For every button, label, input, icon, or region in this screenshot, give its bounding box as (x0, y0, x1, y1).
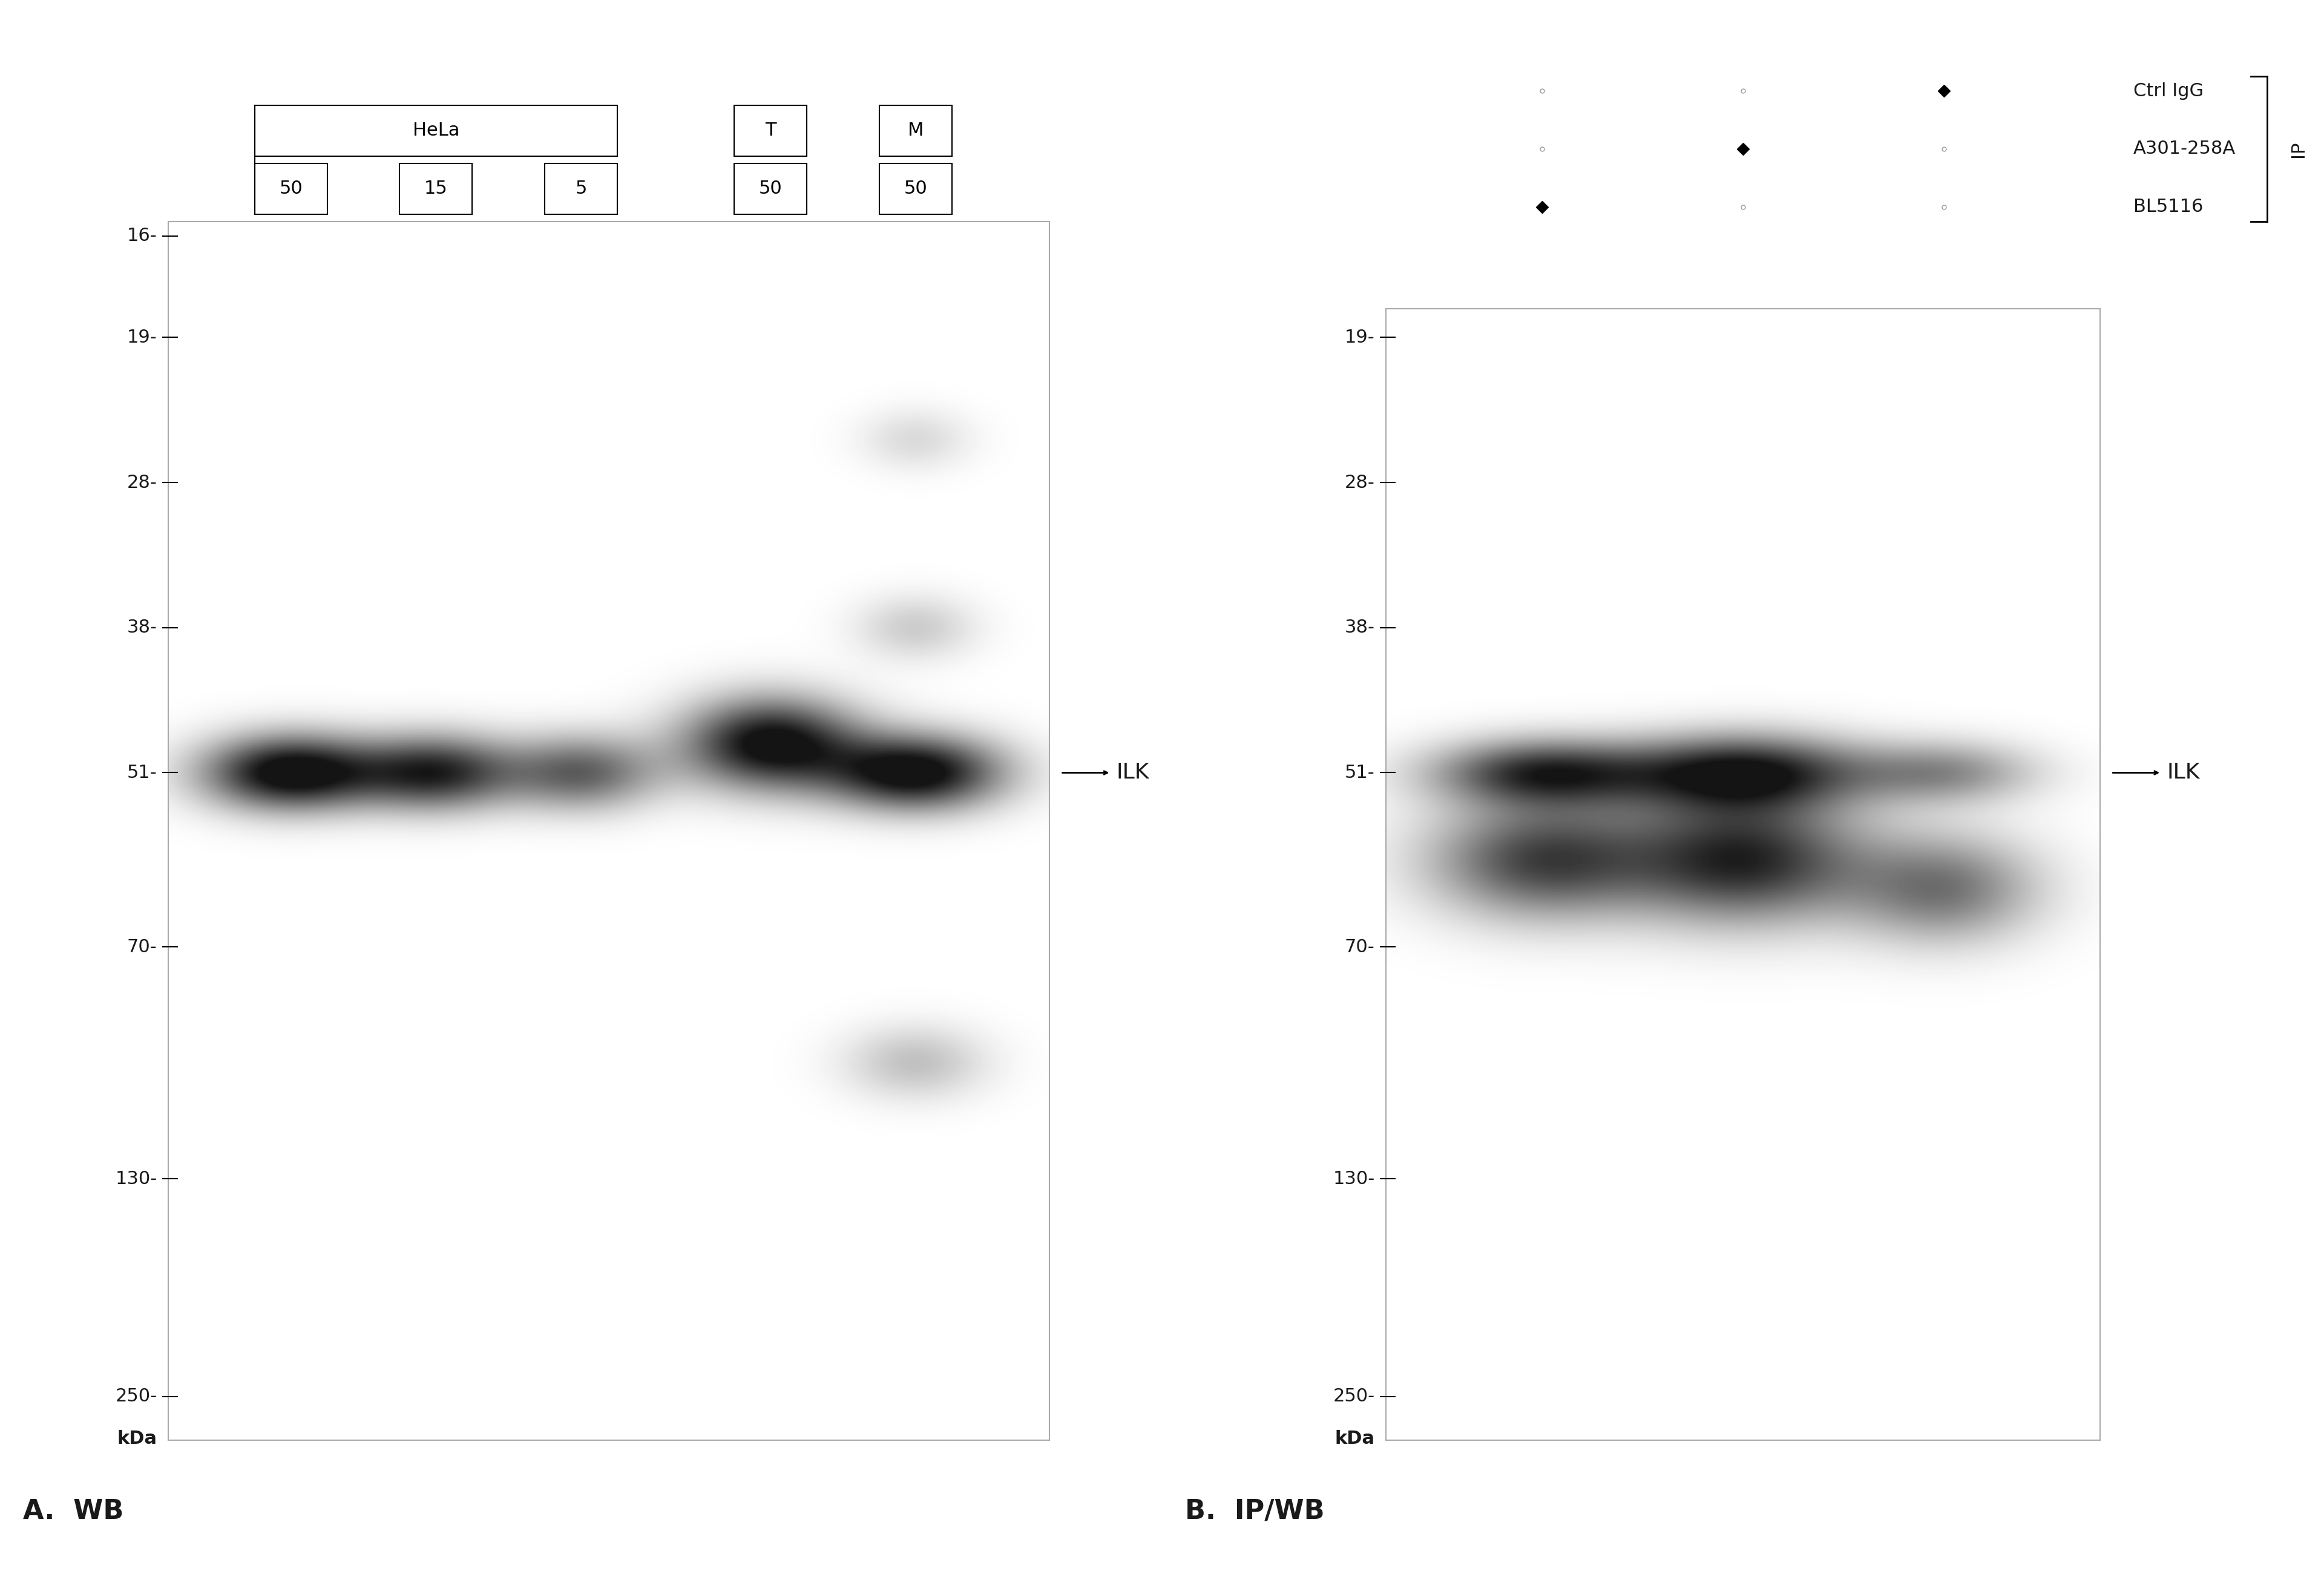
Text: 51-: 51- (128, 763, 158, 782)
Text: 50: 50 (904, 180, 927, 197)
Text: 5: 5 (574, 180, 588, 197)
Text: B.  IP/WB: B. IP/WB (1185, 1498, 1325, 1525)
Bar (256, 106, 618, 156)
Text: T: T (765, 121, 776, 139)
Text: 70-: 70- (128, 938, 158, 956)
Bar (878, 106, 953, 156)
Bar (167, 221, 1050, 1440)
Bar (256, 164, 328, 214)
Text: HeLa: HeLa (414, 121, 460, 139)
Bar (878, 164, 953, 214)
Text: 19-: 19- (128, 328, 158, 347)
Text: BL5116: BL5116 (2133, 199, 2203, 216)
Text: 38-: 38- (1346, 618, 1376, 637)
Text: ILK: ILK (1116, 762, 1150, 784)
Text: ILK: ILK (2166, 762, 2201, 784)
Bar (734, 164, 806, 214)
Bar (734, 106, 806, 156)
Text: kDa: kDa (1334, 1430, 1376, 1448)
Text: IP: IP (2289, 140, 2308, 158)
Bar (1385, 309, 2101, 1440)
Text: 16-: 16- (128, 227, 158, 244)
Bar (544, 164, 618, 214)
Text: 250-: 250- (116, 1388, 158, 1405)
Bar (400, 164, 472, 214)
Text: 51-: 51- (1346, 763, 1376, 782)
Text: Ctrl IgG: Ctrl IgG (2133, 82, 2203, 99)
Text: 28-: 28- (128, 473, 158, 492)
Text: 19-: 19- (1346, 328, 1376, 347)
Text: 50: 50 (760, 180, 783, 197)
Text: A301-258A: A301-258A (2133, 140, 2236, 158)
Text: 130-: 130- (116, 1170, 158, 1187)
Text: 28-: 28- (1346, 473, 1376, 492)
Text: M: M (909, 121, 923, 139)
Text: A.  WB: A. WB (23, 1498, 123, 1525)
Text: 70-: 70- (1346, 938, 1376, 956)
Bar (1385, 309, 2101, 1440)
Text: 15: 15 (425, 180, 449, 197)
Text: 130-: 130- (1334, 1170, 1376, 1187)
Bar (167, 221, 1050, 1440)
Text: 38-: 38- (128, 618, 158, 637)
Text: 50: 50 (279, 180, 302, 197)
Text: 250-: 250- (1334, 1388, 1376, 1405)
Text: kDa: kDa (116, 1430, 158, 1448)
